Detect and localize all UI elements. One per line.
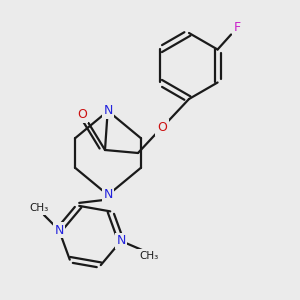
Text: CH₃: CH₃: [139, 251, 158, 261]
Text: N: N: [54, 224, 64, 236]
Text: N: N: [103, 188, 113, 202]
Text: CH₃: CH₃: [30, 203, 49, 213]
Text: N: N: [103, 104, 113, 118]
Text: O: O: [157, 121, 167, 134]
Text: F: F: [233, 21, 241, 34]
Text: O: O: [77, 108, 87, 121]
Text: N: N: [116, 235, 126, 248]
